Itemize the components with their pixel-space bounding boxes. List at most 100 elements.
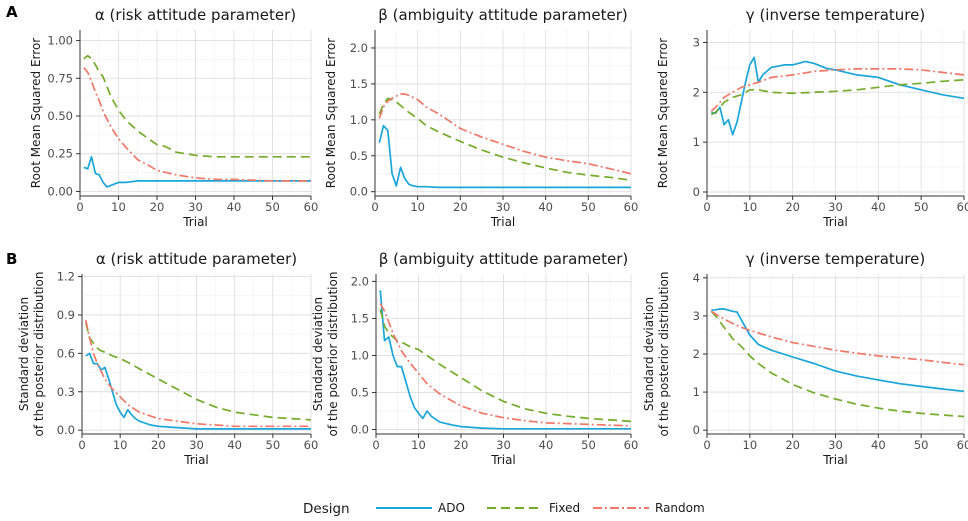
tick-label-x: 20 [785,438,800,452]
tick-label-y: 1.5 [351,311,369,325]
series-line-fixed [710,78,965,116]
x-axis-title: Trial [182,215,208,229]
panel-title: γ (inverse temperature) [746,250,925,268]
tick-label-y: 0.0 [57,423,75,437]
series-line-random [378,93,632,175]
tick-label-x: 30 [496,438,511,452]
tick-label-x: 50 [914,438,929,452]
tick-label-y: 0.5 [351,386,369,400]
tick-label-y: 1 [693,385,700,399]
tick-label-x: 60 [624,200,639,214]
tick-label-y: 2.0 [351,274,369,288]
y-axis-title: of the posterior distribution [32,272,46,437]
tick-label-y: 0.6 [57,346,75,360]
panel-title: γ (inverse temperature) [746,6,925,24]
tick-label-x: 50 [581,200,596,214]
tick-label-x: 20 [454,438,469,452]
y-axis-title: of the posterior distribution [326,272,340,437]
y-axis-title: of the posterior distribution [657,272,671,437]
series-line-random [84,319,311,428]
tick-label-y: 0.75 [47,71,73,85]
tick-label-x: 0 [78,438,85,452]
tick-label-x: 20 [151,438,166,452]
tick-label-y: 2 [693,85,700,99]
tick-label-x: 30 [188,200,203,214]
x-axis-title: Trial [183,453,209,467]
y-axis-title: Standard deviation [642,297,656,411]
tick-label-x: 20 [453,200,468,214]
tick-label-x: 30 [496,200,511,214]
tick-label-x: 60 [957,200,968,214]
series-line-random [710,68,965,112]
y-axis-title: Standard deviation [311,297,325,411]
series-line-random [379,303,632,427]
y-axis-title: Root Mean Squared Error [29,38,43,189]
y-axis-title: Standard deviation [17,297,31,411]
panel-title: α (risk attitude parameter) [95,6,296,24]
tick-label-x: 10 [743,438,758,452]
series-line-fixed [83,54,311,158]
tick-label-y: 0.5 [350,149,368,163]
panel-title: β (ambiguity attitude parameter) [379,250,628,268]
x-axis-title: Trial [822,453,848,467]
tick-label-x: 0 [76,200,83,214]
tick-label-x: 40 [227,438,242,452]
tick-label-x: 60 [304,200,319,214]
tick-label-y: 0.0 [351,423,369,437]
tick-label-x: 40 [227,200,242,214]
tick-label-x: 0 [372,438,379,452]
tick-label-x: 20 [785,200,800,214]
tick-label-y: 0.00 [47,184,73,198]
tick-label-y: 1.00 [47,34,73,48]
tick-label-y: 0.3 [57,385,75,399]
tick-label-y: 2 [693,347,700,361]
tick-label-y: 3 [693,35,700,49]
legend-label-ado: ADO [438,501,465,515]
tick-label-x: 0 [371,200,378,214]
legend-label-fixed: Fixed [549,501,580,515]
legend-label-random: Random [655,501,705,515]
series-line-fixed [378,97,632,182]
tick-label-x: 40 [871,438,886,452]
x-axis-title: Trial [490,215,516,229]
x-axis-title: Trial [822,215,848,229]
tick-label-y: 1.0 [351,348,369,362]
tick-label-x: 30 [828,438,843,452]
tick-label-x: 0 [703,200,710,214]
tick-label-y: 1 [693,135,700,149]
tick-label-x: 0 [703,438,710,452]
x-axis-title: Trial [490,453,516,467]
tick-label-y: 0.0 [350,185,368,199]
tick-label-x: 50 [914,200,929,214]
legend-item-random: Random [593,501,705,515]
series-line-ado [85,352,311,430]
row-label-b: B [6,250,17,268]
tick-label-y: 1.0 [350,113,368,127]
tick-label-x: 10 [743,200,758,214]
panel-3: 0 10 20 30 40 50 60 0 1 2 3 γ (inverse temperature)… [656,6,968,229]
tick-label-y: 0 [693,423,700,437]
legend-title: Design [303,501,350,517]
panels: 0 10 20 30 40 50 600.000.250.500.751.00α (risk… [17,6,968,467]
panel-1: 0 10 20 30 40 50 60 0.00 0.25 0.50 0.75 1.00 α (risk… [29,6,318,229]
series-line-ado [711,56,965,136]
tick-label-x: 60 [624,438,639,452]
tick-label-y: 0 [693,185,700,199]
tick-label-x: 30 [828,200,843,214]
series-line-fixed [710,310,965,418]
panel-6: 0 10 20 30 40 50 60 0 1 2 3 4 γ (inverse temperature… [642,250,968,467]
series-line-ado [379,290,631,430]
series-line-ado [378,124,631,189]
tick-label-x: 10 [111,200,126,214]
tick-label-y: 1.2 [57,270,75,284]
tick-label-y: 0.9 [57,308,75,322]
panel-5: 0 10 20 30 40 50 60 0.0 0.5 1.0 1.5 2.0 β (ambiguity… [311,250,638,467]
tick-label-x: 40 [871,200,886,214]
tick-label-x: 50 [266,438,281,452]
tick-label-x: 60 [304,438,319,452]
series-line-random [83,67,311,182]
y-axis-title: Root Mean Squared Error [656,38,670,189]
tick-label-y: 4 [693,271,700,285]
legend-item-ado: ADO [376,501,465,515]
tick-label-x: 50 [265,200,280,214]
